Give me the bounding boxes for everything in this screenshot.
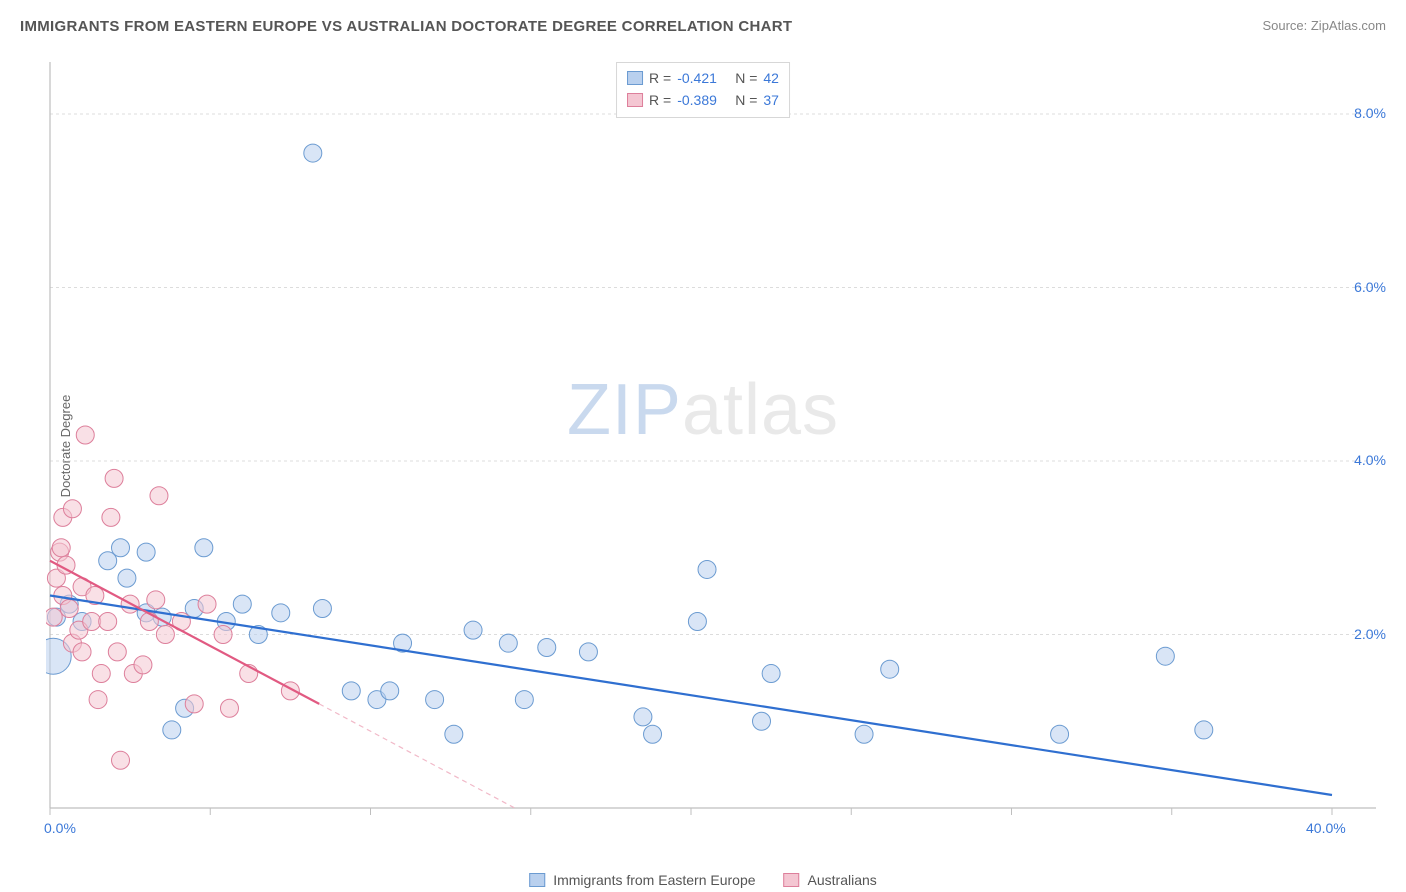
scatter-chart-svg [46, 58, 1376, 828]
source-link[interactable]: ZipAtlas.com [1311, 18, 1386, 33]
y-tick-label: 6.0% [1354, 279, 1386, 295]
legend-label: Immigrants from Eastern Europe [553, 872, 755, 888]
correlation-legend: R = -0.421 N = 42 R = -0.389 N = 37 [616, 62, 790, 118]
r-label: R = [649, 70, 671, 86]
n-value: 42 [763, 70, 779, 86]
n-label: N = [735, 70, 757, 86]
n-label: N = [735, 92, 757, 108]
legend-swatch [529, 873, 545, 887]
legend-row: R = -0.421 N = 42 [627, 67, 779, 89]
chart-title: IMMIGRANTS FROM EASTERN EUROPE VS AUSTRA… [20, 18, 792, 35]
y-tick-label: 8.0% [1354, 105, 1386, 121]
source-prefix: Source: [1262, 18, 1310, 33]
y-tick-label: 4.0% [1354, 452, 1386, 468]
x-tick-label: 0.0% [44, 820, 76, 836]
source-attribution: Source: ZipAtlas.com [1262, 18, 1386, 33]
n-value: 37 [763, 92, 779, 108]
x-tick-label: 40.0% [1306, 820, 1346, 836]
y-tick-label: 2.0% [1354, 626, 1386, 642]
legend-swatch [627, 93, 643, 107]
legend-swatch [627, 71, 643, 85]
legend-label: Australians [808, 872, 877, 888]
r-value: -0.389 [677, 92, 729, 108]
series-legend: Immigrants from Eastern Europe Australia… [529, 872, 877, 888]
legend-row: R = -0.389 N = 37 [627, 89, 779, 111]
legend-swatch [784, 873, 800, 887]
legend-item: Immigrants from Eastern Europe [529, 872, 755, 888]
chart-area [46, 58, 1376, 828]
legend-item: Australians [784, 872, 877, 888]
r-label: R = [649, 92, 671, 108]
r-value: -0.421 [677, 70, 729, 86]
